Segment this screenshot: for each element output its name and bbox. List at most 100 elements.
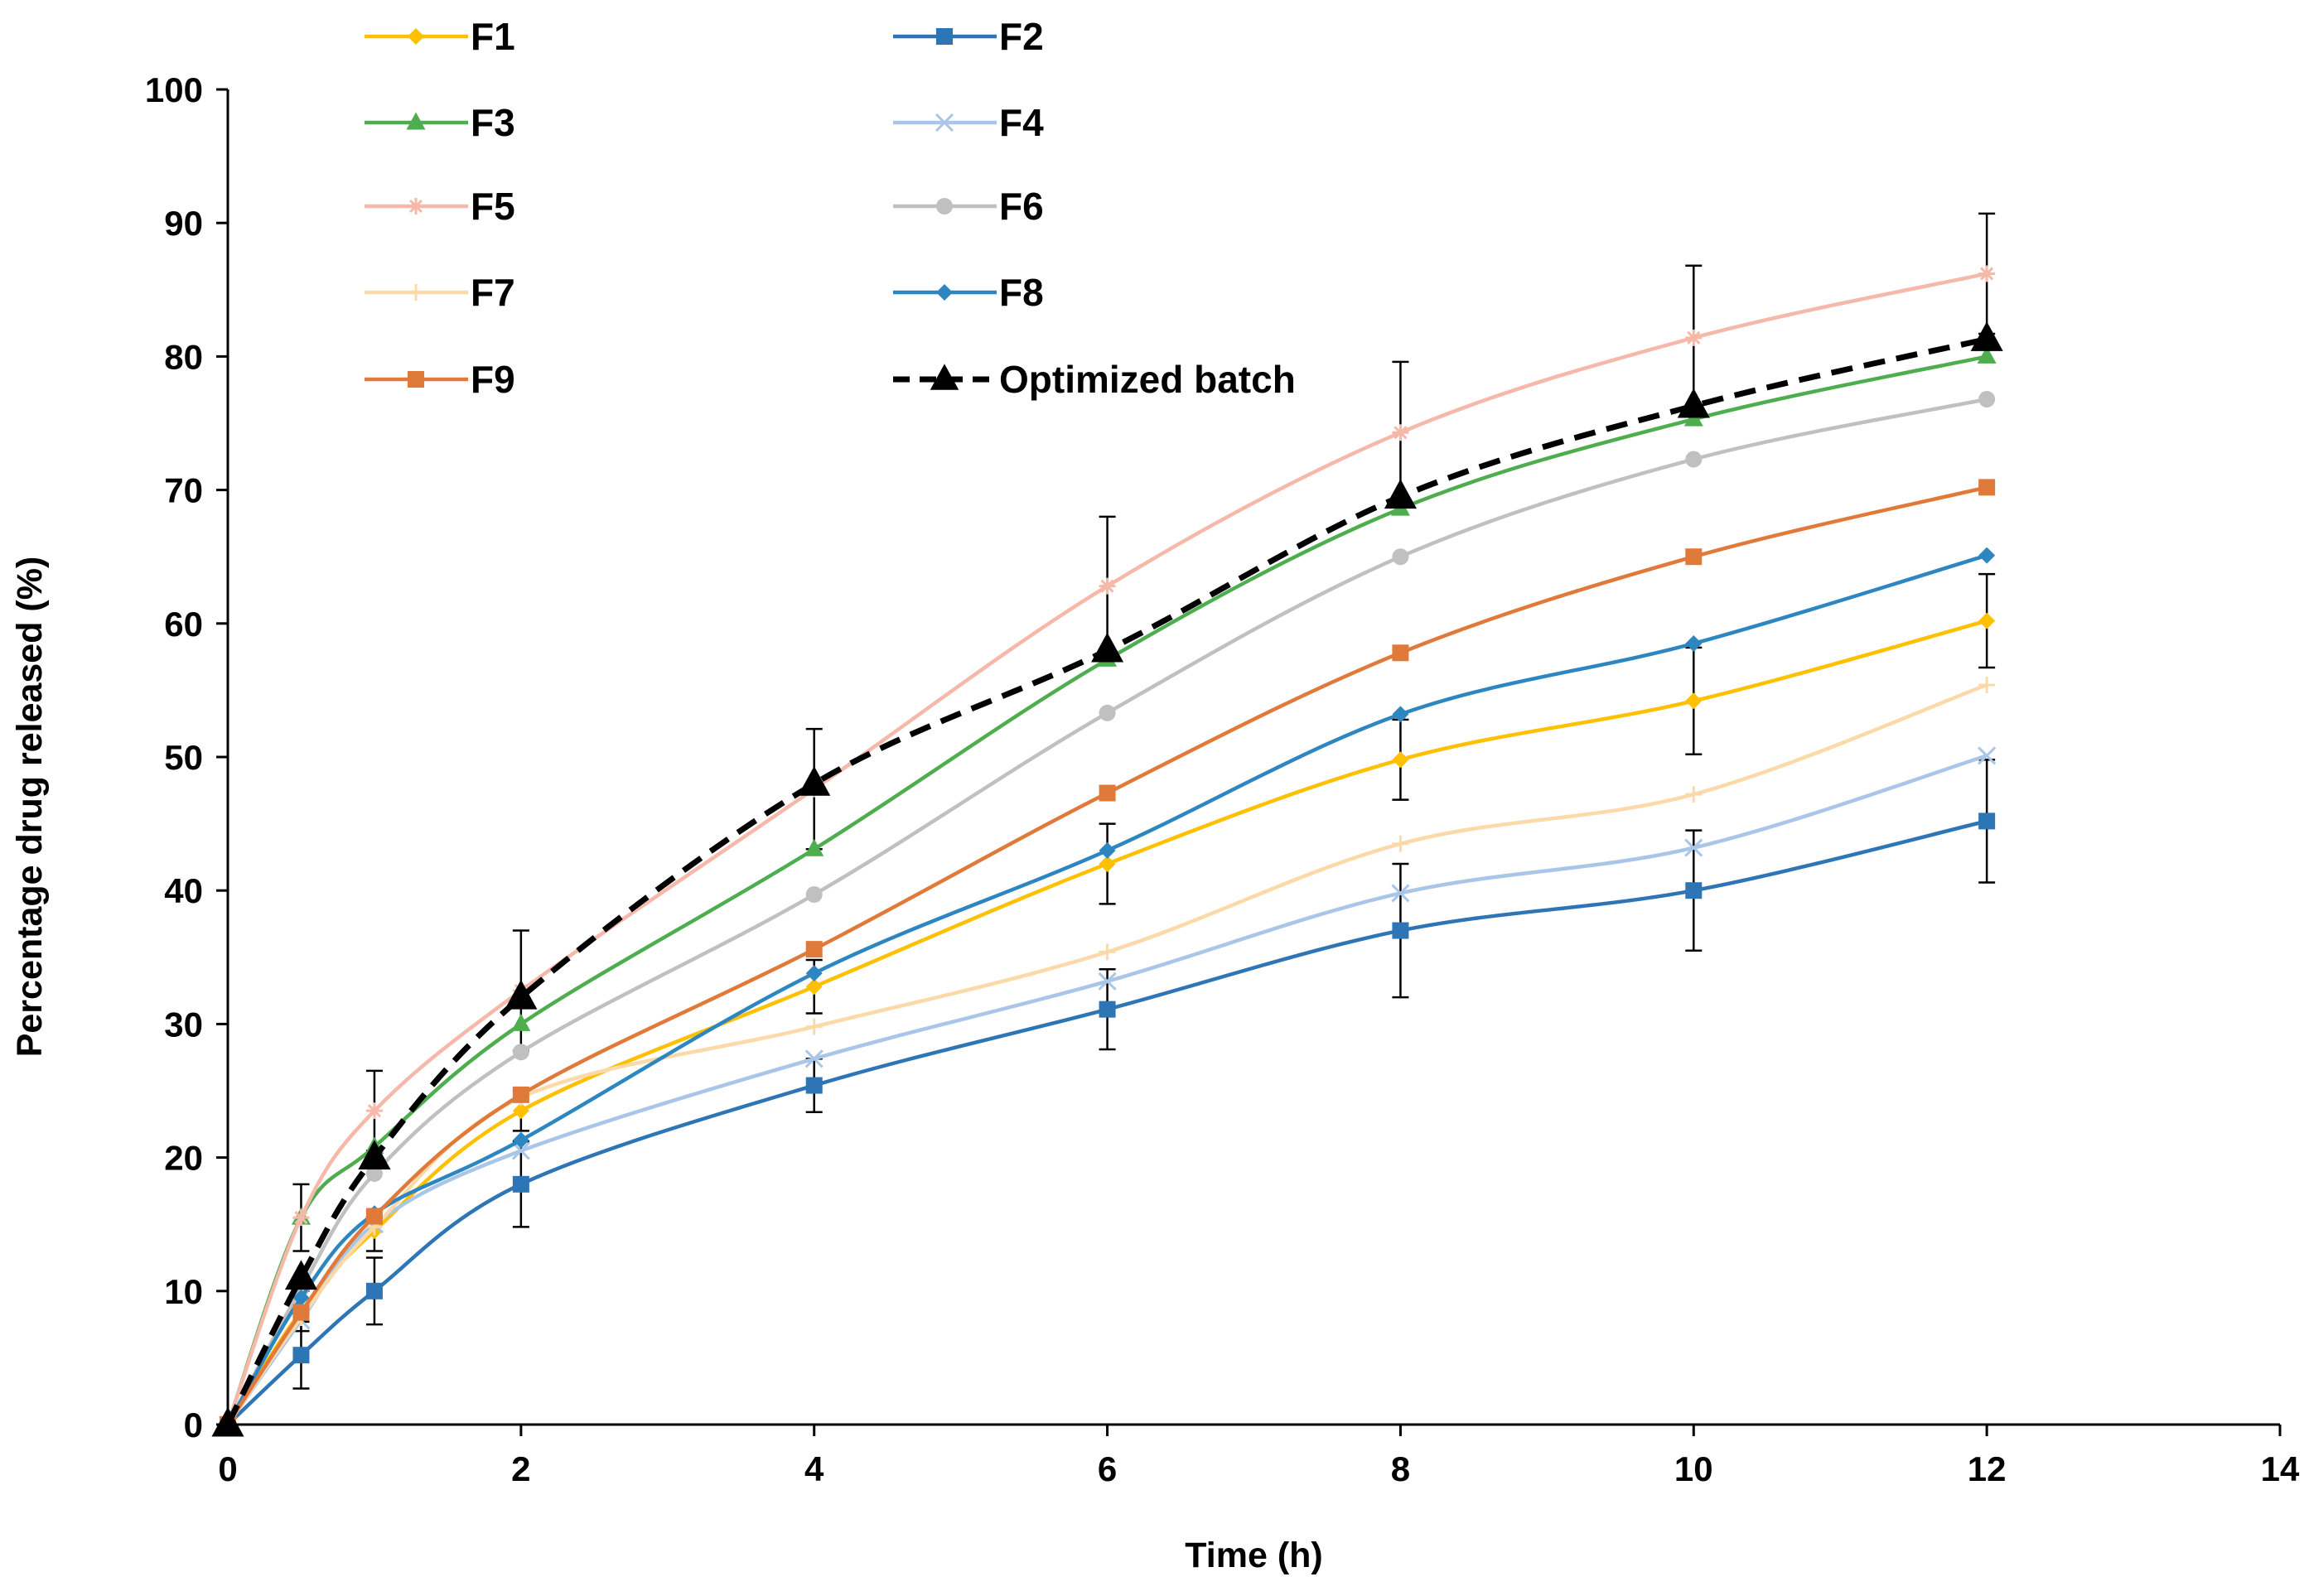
marker-stroke	[1098, 972, 1117, 991]
legend-marker	[936, 198, 953, 215]
data-point-f8	[1099, 841, 1116, 859]
x-tick-label: 14	[2261, 1449, 2300, 1488]
data-point-f2	[512, 1175, 529, 1193]
legend-item-f1: F1	[365, 15, 515, 58]
data-point-f8	[1685, 634, 1703, 652]
data-point-f5	[1099, 577, 1116, 595]
data-point-optimized-batch	[1384, 479, 1417, 509]
marker-stroke	[1684, 838, 1703, 857]
y-tick-label: 80	[164, 337, 203, 376]
data-point-f2	[805, 1077, 823, 1094]
data-point-f9	[512, 1086, 529, 1103]
series-line-f5	[225, 272, 1988, 1425]
data-point-optimized-batch	[211, 1406, 244, 1437]
legend-marker	[936, 284, 953, 301]
legend-label-f4: F4	[999, 101, 1044, 144]
x-tick-label: 0	[218, 1449, 237, 1488]
axes: 0 2 4 6 8 10 12 14 0 10 20 30 40 50 60 70 80 90 100 Time …	[10, 70, 2300, 1575]
data-point-optimized-batch	[358, 1140, 391, 1170]
y-tick-label: 10	[164, 1272, 203, 1311]
data-point-optimized-batch	[798, 765, 831, 796]
y-tick-label: 70	[164, 471, 203, 510]
data-point-f7	[1392, 835, 1409, 852]
data-point-f6	[1099, 704, 1116, 721]
data-point-f6	[1978, 390, 1996, 407]
legend-label-f5: F5	[471, 185, 515, 228]
data-point-f4	[804, 1049, 824, 1068]
legend-marker	[935, 113, 954, 133]
marker-stroke	[511, 1141, 530, 1160]
series-line-f4	[226, 754, 1988, 1426]
marker-stroke	[804, 1049, 824, 1068]
series-line-f7	[226, 682, 1988, 1426]
data-point-f8	[1978, 547, 1996, 564]
data-point-f1	[1392, 751, 1409, 769]
series-line-f9	[226, 485, 1988, 1426]
data-point-f6	[805, 886, 823, 904]
data-point-f2	[1392, 922, 1409, 939]
x-tick-label: 6	[1098, 1449, 1117, 1488]
series-layer	[211, 212, 2003, 1437]
data-point-f6	[1685, 451, 1703, 468]
data-point-f9	[1685, 548, 1703, 566]
data-point-f8	[1392, 706, 1409, 723]
x-axis-ticks: 0 2 4 6 8 10 12 14	[218, 1425, 2300, 1488]
series-f9	[220, 479, 1996, 1433]
legend-label-optimized-batch: Optimized batch	[999, 358, 1296, 401]
data-point-f9	[292, 1304, 310, 1321]
legend-label-f7: F7	[471, 271, 515, 314]
y-tick-label: 0	[184, 1406, 203, 1444]
data-point-f5	[1392, 424, 1409, 441]
legend-item-f4: F4	[893, 101, 1044, 144]
series-line-f6	[226, 397, 1988, 1426]
series-optimized-batch	[211, 321, 2003, 1437]
legend-item-optimized-batch: Optimized batch	[893, 358, 1296, 401]
legend-marker	[936, 28, 953, 45]
data-point-f7	[1099, 943, 1116, 961]
data-point-f2	[292, 1347, 310, 1364]
data-point-f7	[805, 1018, 823, 1035]
x-tick-label: 2	[511, 1449, 530, 1488]
y-tick-label: 60	[164, 605, 203, 644]
legend-label-f3: F3	[471, 101, 515, 144]
legend-item-f3: F3	[365, 101, 515, 144]
data-point-f8	[805, 965, 823, 982]
data-point-f3	[804, 838, 824, 856]
y-axis-ticks: 0 10 20 30 40 50 60 70 80 90 100	[145, 70, 228, 1444]
legend: F1 F2 F3 F4 F5 F6 F7 F8 F9 Optimized batch	[365, 15, 1296, 401]
data-point-optimized-batch	[1677, 388, 1710, 418]
data-point-f2	[1099, 1001, 1116, 1018]
data-point-optimized-batch	[1970, 321, 2003, 351]
data-point-f3	[511, 1013, 531, 1031]
y-axis-title: Percentage drug released (%)	[10, 557, 50, 1058]
marker-stroke	[1978, 746, 1997, 765]
y-tick-label: 50	[164, 738, 203, 777]
legend-item-f5: F5	[365, 185, 515, 228]
data-point-f4	[1684, 838, 1703, 857]
data-point-f4	[511, 1141, 530, 1160]
marker-stroke	[935, 113, 954, 133]
data-point-f1	[805, 978, 823, 996]
data-point-f9	[1978, 479, 1996, 496]
data-point-optimized-batch	[284, 1260, 318, 1290]
legend-marker	[930, 364, 959, 390]
data-point-f8	[512, 1131, 529, 1149]
data-point-f9	[1392, 644, 1409, 662]
data-point-f9	[805, 941, 823, 958]
x-tick-label: 8	[1391, 1449, 1410, 1488]
data-point-f9	[1099, 784, 1116, 802]
data-point-f5	[1685, 329, 1703, 346]
y-tick-label: 20	[164, 1139, 203, 1178]
data-point-f6	[512, 1044, 529, 1061]
series-line-f8	[226, 553, 1988, 1426]
legend-marker	[408, 284, 424, 301]
legend-marker	[408, 198, 424, 215]
legend-item-f6: F6	[893, 185, 1044, 228]
series-line-f3	[225, 354, 1988, 1425]
x-tick-label: 10	[1674, 1449, 1713, 1488]
series-line-f2	[226, 819, 1988, 1426]
data-point-f7	[1978, 676, 1996, 693]
legend-marker	[408, 28, 424, 45]
legend-item-f7: F7	[365, 271, 515, 314]
